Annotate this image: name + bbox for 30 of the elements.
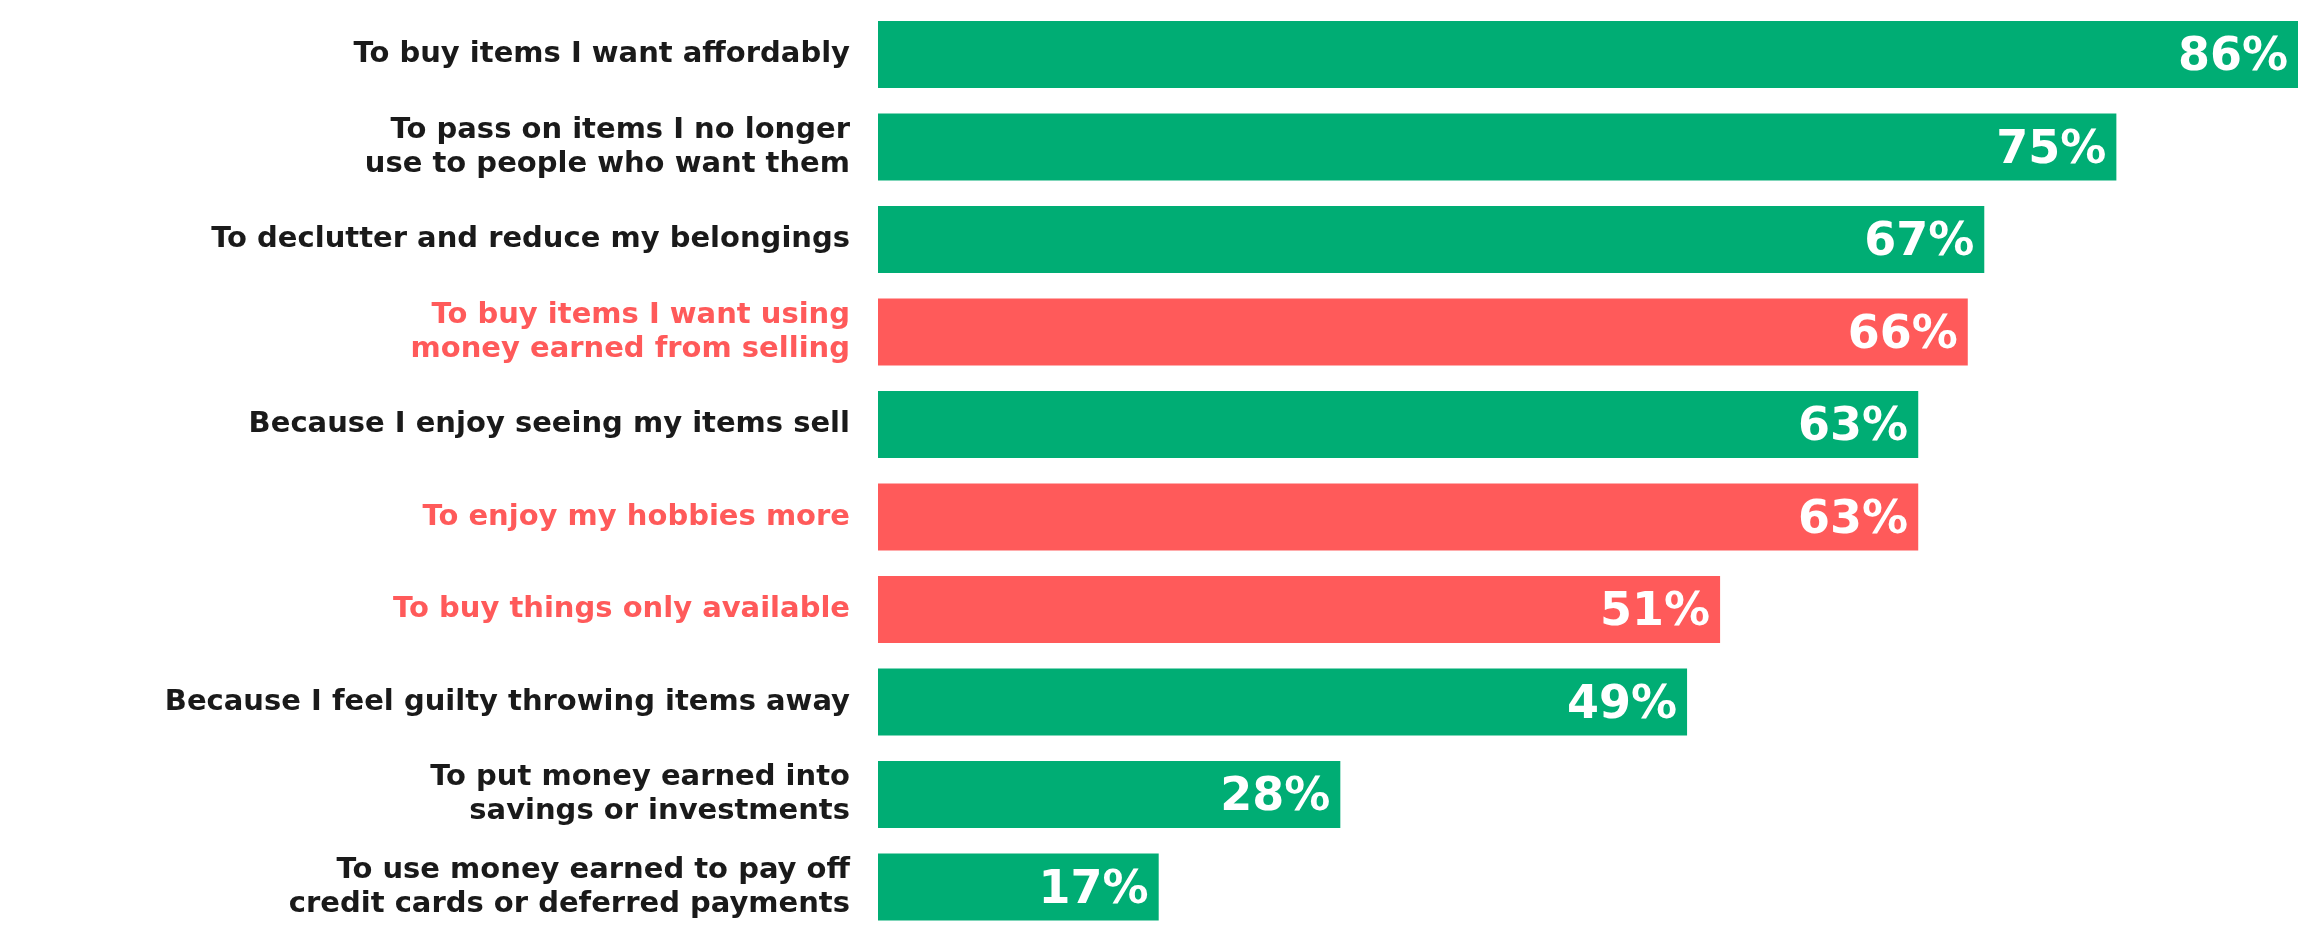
- bar: [878, 668, 1688, 736]
- y-tick-label: To put money earned into savings or investments: [430, 758, 850, 827]
- bar: [878, 20, 2298, 88]
- y-tick-label: To pass on items I no longer use to people who want them: [364, 110, 851, 179]
- y-tick-label: To buy items I want using money earned from selling: [410, 295, 850, 364]
- data-label: 63%: [1798, 489, 1909, 544]
- y-tick-label: Because I feel guilty throwing items away: [164, 682, 851, 717]
- bar: [878, 205, 1985, 273]
- bar: [878, 298, 1968, 366]
- data-label: 86%: [2177, 27, 2288, 82]
- y-tick-label: Because I enjoy seeing my items sell: [248, 405, 850, 440]
- bar: [878, 575, 1721, 643]
- bar: [878, 483, 1919, 551]
- data-label: 28%: [1220, 767, 1331, 822]
- bar: [878, 390, 1919, 458]
- data-label: 17%: [1038, 859, 1149, 914]
- bar: [878, 113, 2117, 181]
- y-tick-label: To buy things only available: [393, 590, 850, 625]
- data-label: 67%: [1864, 212, 1975, 267]
- y-tick-label: To enjoy my hobbies more: [422, 497, 850, 532]
- data-label: 51%: [1599, 582, 1711, 637]
- data-label: 63%: [1798, 397, 1909, 452]
- bar: [878, 853, 1159, 921]
- y-tick-label: To declutter and reduce my belongings: [211, 220, 850, 255]
- y-tick-label: To buy items I want affordably: [353, 35, 851, 70]
- data-label: 75%: [1996, 119, 2107, 174]
- data-label: 49%: [1566, 674, 1678, 729]
- data-label: 66%: [1847, 304, 1958, 359]
- bar: [878, 760, 1341, 828]
- y-tick-label: To use money earned to pay off credit cards or deferred payments: [288, 850, 851, 919]
